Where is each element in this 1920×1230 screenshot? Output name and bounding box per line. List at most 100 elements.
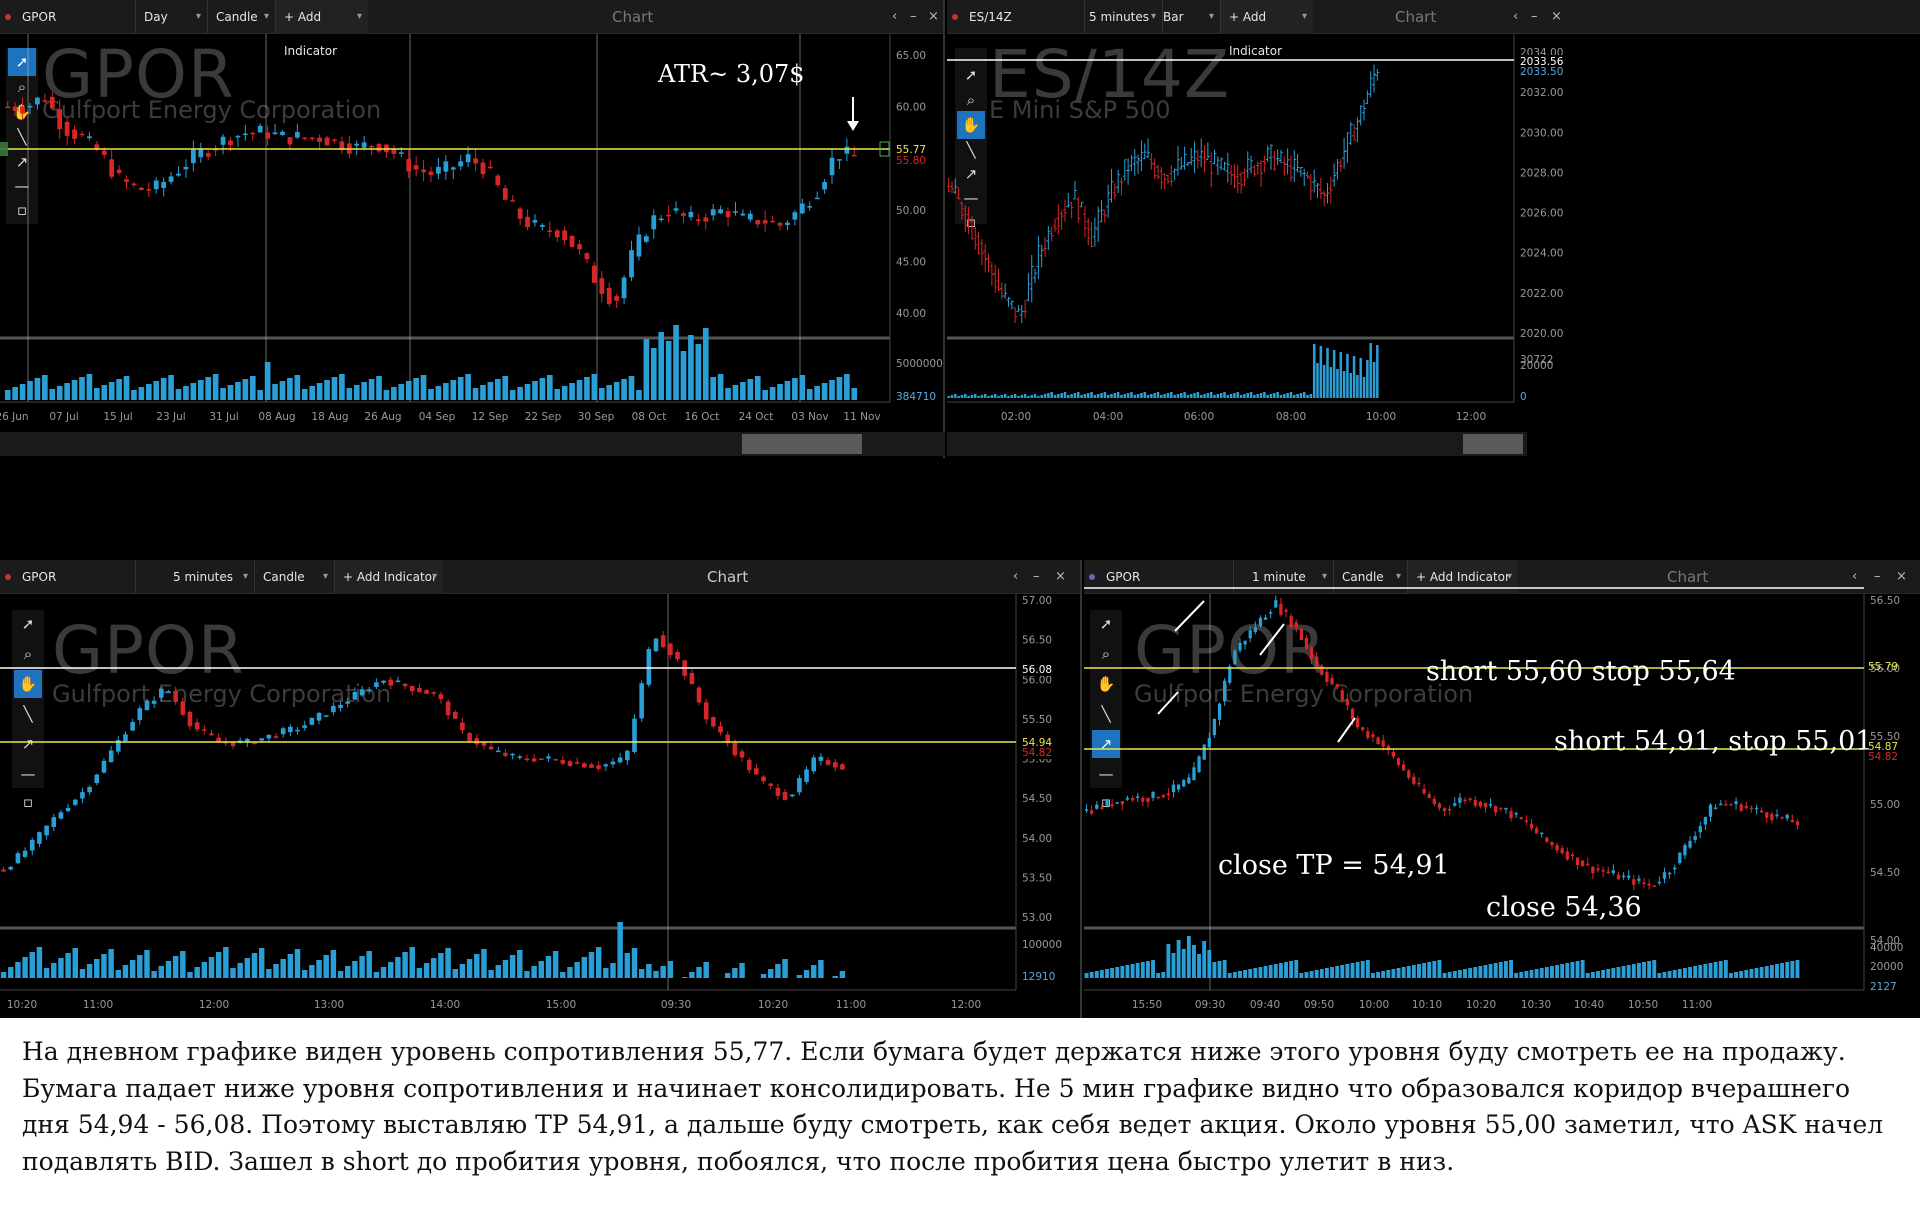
hline-icon[interactable]: — [14, 177, 30, 195]
symbol-field[interactable]: ES/14Z [961, 0, 1085, 34]
candle-body [1514, 813, 1518, 815]
volume-bar [324, 380, 330, 400]
add-indicator-button[interactable]: + Add Indicator [276, 0, 368, 58]
hline-icon[interactable]: — [1098, 765, 1114, 783]
candle-body [116, 740, 121, 752]
add-indicator-button[interactable]: + Add Indicator [1221, 0, 1313, 58]
line-icon[interactable]: ╲ [17, 128, 27, 146]
close-icon[interactable]: × [1896, 569, 1907, 584]
candle-body [309, 717, 315, 725]
interval-dropdown[interactable]: 5 minutes [1081, 0, 1163, 34]
collapse-icon[interactable]: ‹ [1013, 569, 1019, 584]
scrollbar-thumb[interactable] [1463, 434, 1523, 454]
cursor-icon[interactable]: ➚ [21, 615, 35, 633]
zoom-icon[interactable]: ⌕ [1101, 645, 1111, 663]
candle-body [610, 761, 616, 765]
cursor-icon[interactable]: ➚ [1099, 615, 1113, 633]
chart-style-dropdown[interactable]: Candle [1334, 560, 1408, 594]
close-icon[interactable]: × [1551, 9, 1562, 24]
rect-icon[interactable]: ▫ [16, 201, 28, 219]
chart-style-dropdown[interactable]: Candle [208, 0, 276, 34]
candle-body [639, 683, 644, 719]
hand-icon[interactable]: ✋ [14, 670, 42, 698]
volume-bar [1192, 945, 1196, 978]
candle-body [51, 817, 57, 827]
symbol-field[interactable]: GPOR [1098, 560, 1234, 594]
chart-style-dropdown[interactable]: Candle [255, 560, 335, 594]
candle-body [458, 161, 464, 167]
rect-icon[interactable]: ▫ [965, 213, 977, 231]
close-icon[interactable]: × [1055, 569, 1066, 584]
rect-icon[interactable]: ▫ [22, 793, 34, 811]
minimize-icon[interactable]: – [1531, 9, 1538, 24]
volume-bar [1575, 961, 1580, 978]
candle-body [1171, 784, 1176, 793]
hand-icon[interactable]: ✋ [1096, 675, 1116, 693]
candle-body [245, 738, 250, 743]
zoom-icon[interactable]: ⌕ [17, 78, 27, 96]
zoom-icon[interactable]: ⌕ [23, 645, 33, 663]
volume-bar [588, 952, 595, 978]
minimize-icon[interactable]: – [910, 9, 917, 24]
volume-bar [997, 396, 1000, 398]
hline-icon[interactable]: — [963, 189, 979, 207]
chart-style-dropdown[interactable]: Bar [1155, 0, 1221, 34]
symbol-field[interactable]: GPOR [14, 560, 136, 594]
volume-bar [1339, 352, 1343, 398]
line-icon[interactable]: ╲ [23, 705, 33, 723]
volume-bar [574, 962, 580, 978]
add-indicator-button[interactable]: + Add Indicator [1408, 560, 1518, 594]
panel-titlebar: GPOR 5 minutes Candle + Add Indicator Ch… [0, 560, 1080, 594]
time-tick-label: 12 Sep [472, 411, 509, 423]
symbol-field[interactable]: GPOR [14, 0, 136, 34]
collapse-icon[interactable]: ‹ [892, 9, 898, 24]
zoom-icon[interactable]: ⌕ [966, 91, 976, 109]
candle-body [1540, 832, 1544, 835]
close-icon[interactable]: × [928, 9, 939, 24]
volume-bar [1329, 367, 1333, 398]
arrow-icon[interactable]: ↗ [21, 735, 35, 753]
volume-tick-label: 100000 [1022, 939, 1062, 951]
volume-bar [1299, 393, 1303, 398]
line-icon[interactable]: ╲ [1101, 705, 1111, 723]
rect-icon[interactable]: ▫ [1100, 793, 1112, 811]
cursor-icon[interactable]: ➚ [8, 48, 36, 76]
scrollbar-thumb[interactable] [742, 434, 862, 454]
arrow-icon[interactable]: ↗ [15, 153, 29, 171]
cursor-icon[interactable]: ➚ [964, 66, 978, 84]
volume-bar [754, 376, 761, 400]
volume-bar [287, 378, 293, 400]
volume-bar [1043, 394, 1047, 398]
minimize-icon[interactable]: – [1033, 569, 1040, 584]
candle-body [569, 235, 575, 247]
minimize-icon[interactable]: – [1874, 569, 1881, 584]
candle-body [474, 738, 480, 745]
volume-bar [584, 377, 590, 400]
arrow-icon[interactable]: ↗ [964, 165, 978, 183]
volume-bar [560, 972, 566, 978]
candle-body [799, 203, 805, 214]
volume-bar [1145, 961, 1150, 978]
collapse-icon[interactable]: ‹ [1852, 569, 1858, 584]
interval-dropdown[interactable]: 1 minute [1244, 560, 1334, 594]
time-scrollbar[interactable] [947, 432, 1527, 456]
time-scrollbar[interactable] [0, 432, 945, 456]
add-indicator-button[interactable]: + Add Indicator [335, 560, 443, 594]
interval-dropdown[interactable]: Day [136, 0, 208, 34]
candle-body [825, 760, 831, 765]
arrow-icon[interactable]: ↗ [1092, 730, 1120, 758]
time-tick-label: 10:50 [1628, 999, 1658, 1011]
collapse-icon[interactable]: ‹ [1513, 9, 1519, 24]
candle-body [37, 832, 42, 844]
line-icon[interactable]: ╲ [966, 141, 976, 159]
candle-body [153, 180, 159, 190]
hand-icon[interactable]: ✋ [12, 103, 32, 121]
candle-body [768, 783, 774, 786]
time-tick-label: 11:00 [83, 999, 113, 1011]
time-tick-label: 31 Jul [209, 411, 238, 423]
hand-icon[interactable]: ✋ [957, 111, 985, 139]
volume-bar [1120, 966, 1125, 978]
interval-dropdown[interactable]: 5 minutes [165, 560, 255, 594]
candle-body [804, 769, 809, 782]
hline-icon[interactable]: — [20, 765, 36, 783]
